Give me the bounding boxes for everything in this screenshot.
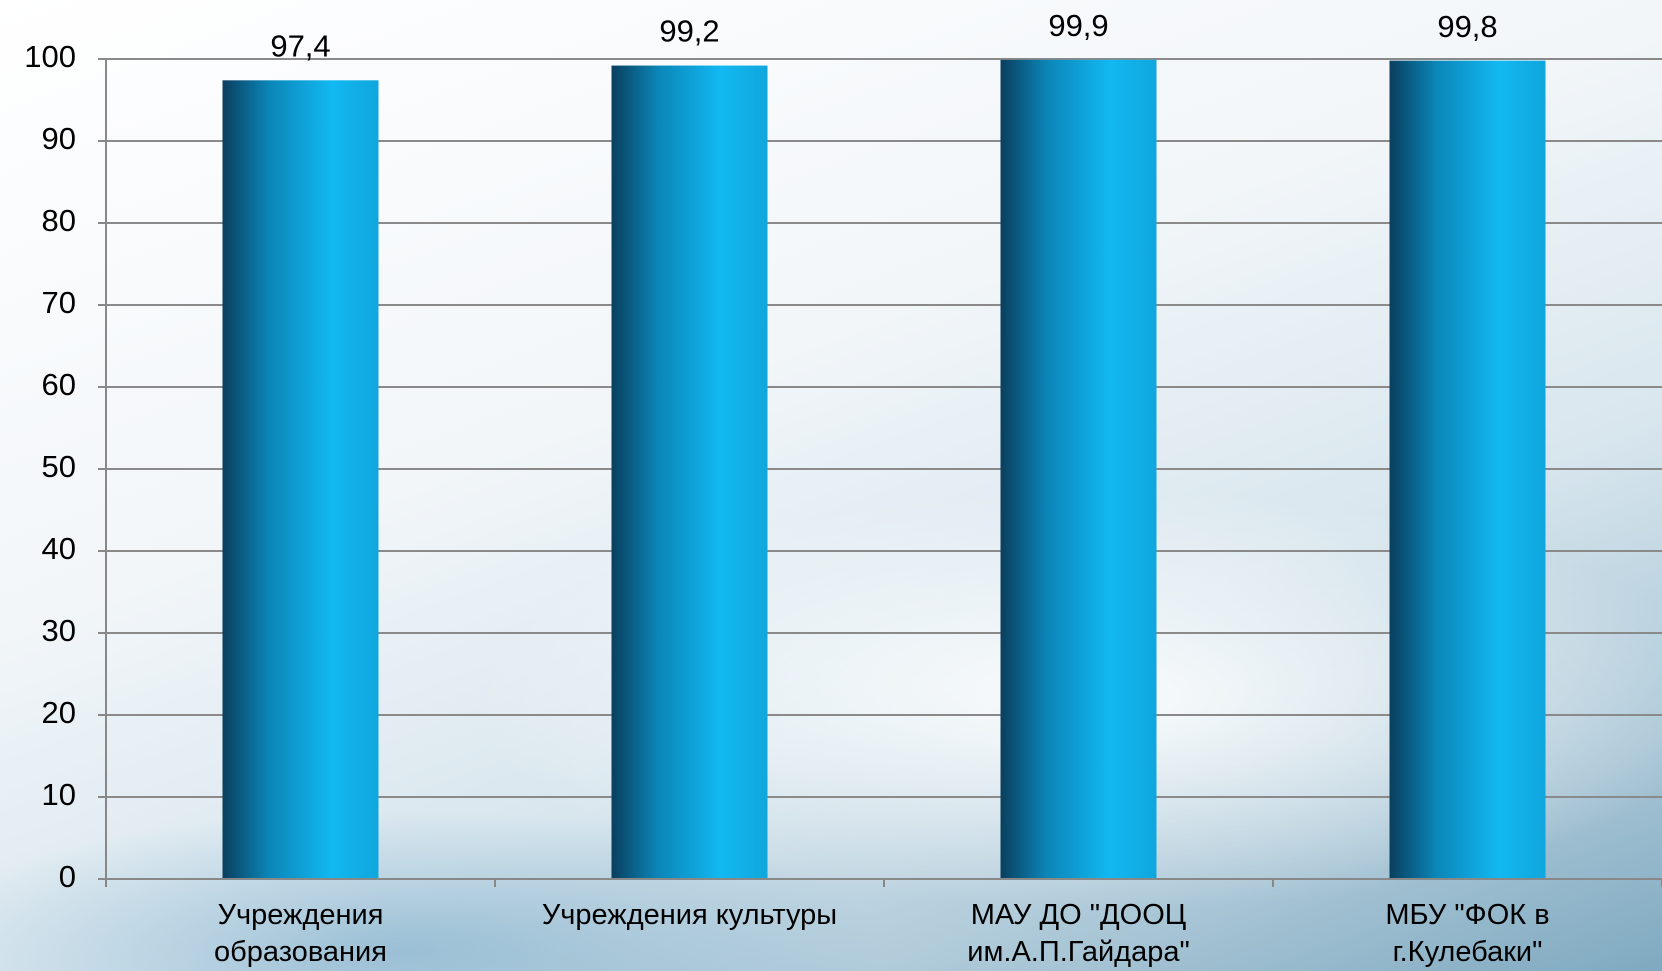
- x-tick-label: МБУ "ФОК в г.Кулебаки": [1385, 899, 1550, 968]
- y-tick-label: 70: [42, 285, 76, 320]
- bar: [1389, 60, 1546, 879]
- y-tick-label: 20: [42, 695, 76, 730]
- y-tick-label: 100: [24, 39, 76, 74]
- y-tick-label: 60: [42, 367, 76, 402]
- y-tick-label: 10: [42, 777, 76, 812]
- y-tick-label: 50: [42, 449, 76, 484]
- x-tick-label: МАУ ДО "ДООЦ им.А.П.Гайдара": [967, 899, 1190, 968]
- bar: [1000, 59, 1157, 879]
- data-label: 97,4: [270, 29, 330, 64]
- data-label: 99,2: [659, 14, 719, 49]
- bar: [611, 65, 768, 879]
- bar: [222, 80, 379, 879]
- y-tick-label: 40: [42, 531, 76, 566]
- y-tick-label: 90: [42, 121, 76, 156]
- x-tick-label: Учреждения культуры: [541, 899, 838, 931]
- data-label: 99,9: [1048, 8, 1108, 43]
- y-tick-label: 80: [42, 203, 76, 238]
- y-tick-label: 0: [59, 859, 76, 894]
- y-tick-label: 30: [42, 613, 76, 648]
- x-tick-label: Учреждения образования: [214, 899, 387, 968]
- data-label: 99,8: [1437, 9, 1497, 44]
